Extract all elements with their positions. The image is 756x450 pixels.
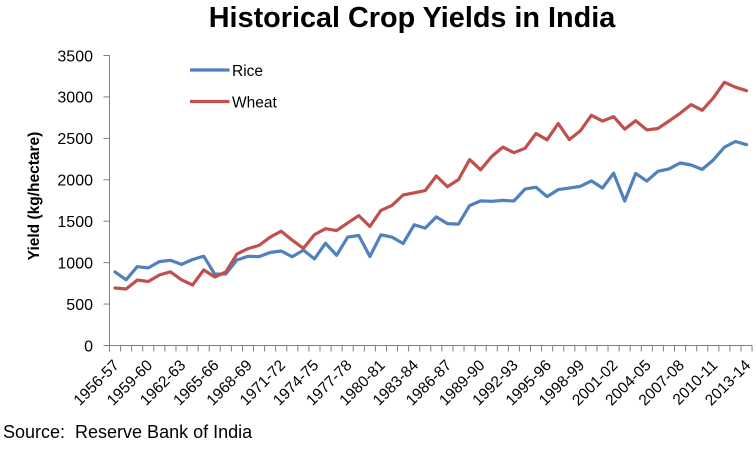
svg-text:3500: 3500 [57,48,93,65]
svg-text:Wheat: Wheat [232,94,277,111]
svg-text:Yield (kg/hectare): Yield (kg/hectare) [26,132,43,261]
svg-text:0: 0 [84,338,93,355]
svg-text:2000: 2000 [57,173,93,190]
svg-text:3000: 3000 [57,90,93,107]
svg-text:1000: 1000 [57,255,93,272]
svg-text:Rice: Rice [232,63,263,80]
svg-text:Historical Crop Yields in Indi: Historical Crop Yields in India [209,2,616,34]
svg-text:500: 500 [66,297,93,314]
svg-text:1500: 1500 [57,214,93,231]
svg-text:Source: Reserve Bank of India: Source: Reserve Bank of India [3,422,253,442]
svg-text:2500: 2500 [57,131,93,148]
